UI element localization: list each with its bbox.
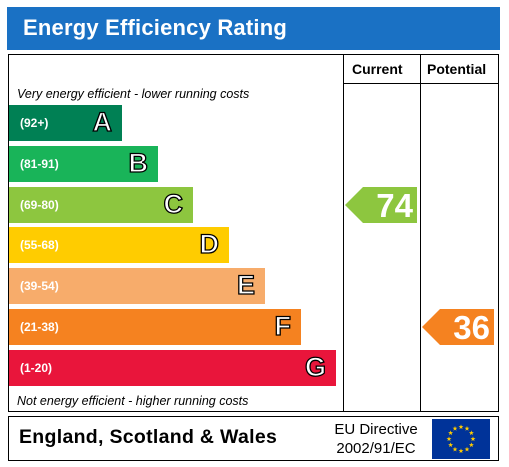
band-d: (55-68) D bbox=[9, 227, 229, 263]
band-range-label: (55-68) bbox=[20, 238, 59, 252]
column-divider-potential bbox=[420, 54, 421, 412]
caption-inefficient: Not energy efficient - higher running co… bbox=[17, 394, 249, 408]
band-letter-label: A bbox=[92, 106, 113, 137]
eu-star bbox=[448, 442, 454, 448]
eu-star bbox=[464, 426, 470, 431]
header-bar: Energy Efficiency Rating bbox=[7, 7, 500, 50]
column-divider-current bbox=[343, 54, 344, 412]
eu-star bbox=[458, 424, 464, 430]
eu-star bbox=[452, 446, 458, 452]
caption-efficient: Very energy efficient - lower running co… bbox=[17, 87, 250, 101]
eu-star bbox=[470, 436, 476, 442]
potential-arrow-shape bbox=[422, 309, 494, 345]
footer-region: England, Scotland & Wales bbox=[19, 426, 278, 448]
band-letter-label: B bbox=[128, 147, 149, 178]
potential-rating-value: 36 bbox=[453, 309, 490, 346]
eu-star bbox=[464, 446, 470, 452]
band-range-label: (39-54) bbox=[20, 279, 59, 293]
header-divider bbox=[343, 83, 499, 84]
band-f: (21-38) F bbox=[9, 309, 301, 345]
eu-star bbox=[446, 436, 452, 442]
current-rating-arrow: 74 bbox=[345, 187, 417, 224]
band-range-label: (21-38) bbox=[20, 320, 59, 334]
band-range-label: (1-20) bbox=[20, 361, 53, 375]
directive-line-2: 2002/91/EC bbox=[336, 440, 416, 457]
current-column-header: Current bbox=[352, 61, 403, 77]
band-g: (1-20) G bbox=[9, 350, 336, 386]
eu-star bbox=[468, 430, 474, 436]
band-range-label: (81-91) bbox=[20, 157, 59, 171]
band-range-label: (69-80) bbox=[20, 198, 59, 212]
band-letter-label: G bbox=[304, 351, 326, 382]
rating-table bbox=[8, 54, 499, 412]
band-a: (92+) A bbox=[9, 105, 122, 141]
band-e: (39-54) E bbox=[9, 268, 265, 304]
band-letter-label: F bbox=[274, 310, 292, 341]
footer-box bbox=[8, 416, 499, 461]
band-b: (81-91) B bbox=[9, 146, 158, 182]
current-arrow-shape bbox=[345, 187, 417, 223]
potential-rating-arrow: 36 bbox=[422, 309, 494, 346]
band-range-label: (92+) bbox=[20, 116, 49, 130]
potential-column-header: Potential bbox=[427, 61, 487, 77]
eu-star bbox=[468, 442, 474, 448]
directive-line-1: EU Directive bbox=[334, 421, 418, 438]
current-rating-value: 74 bbox=[376, 187, 413, 224]
eu-directive: EU Directive 2002/91/EC bbox=[326, 420, 426, 458]
eu-star bbox=[452, 426, 458, 431]
band-letter-label: C bbox=[163, 188, 184, 219]
band-letter-label: D bbox=[199, 228, 220, 259]
band-c: (69-80) C bbox=[9, 187, 193, 223]
eu-star bbox=[448, 430, 454, 436]
eu-flag-icon bbox=[432, 419, 490, 459]
band-letter-label: E bbox=[236, 269, 255, 300]
eu-star bbox=[458, 448, 464, 454]
chart-title: Energy Efficiency Rating bbox=[23, 15, 287, 40]
